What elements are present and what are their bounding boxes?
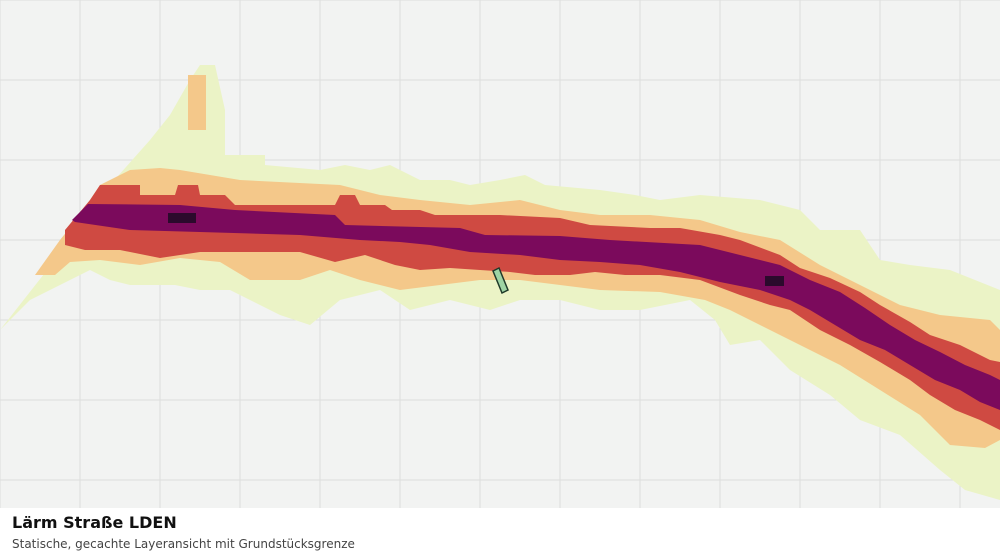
noise-map[interactable] — [0, 0, 1000, 508]
layer-subtitle: Statische, gecachte Layeransicht mit Gru… — [12, 537, 355, 551]
parcel-boundary[interactable] — [492, 266, 509, 295]
noise-class-3-layer — [65, 185, 1000, 430]
map-caption: Lärm Straße LDEN Statische, gecachte Lay… — [0, 508, 1000, 560]
noise-map-canvas — [0, 0, 1000, 508]
noise-class-5-layer — [168, 213, 784, 286]
layer-title: Lärm Straße LDEN — [12, 513, 177, 532]
noise-class-4-layer — [72, 204, 1000, 410]
